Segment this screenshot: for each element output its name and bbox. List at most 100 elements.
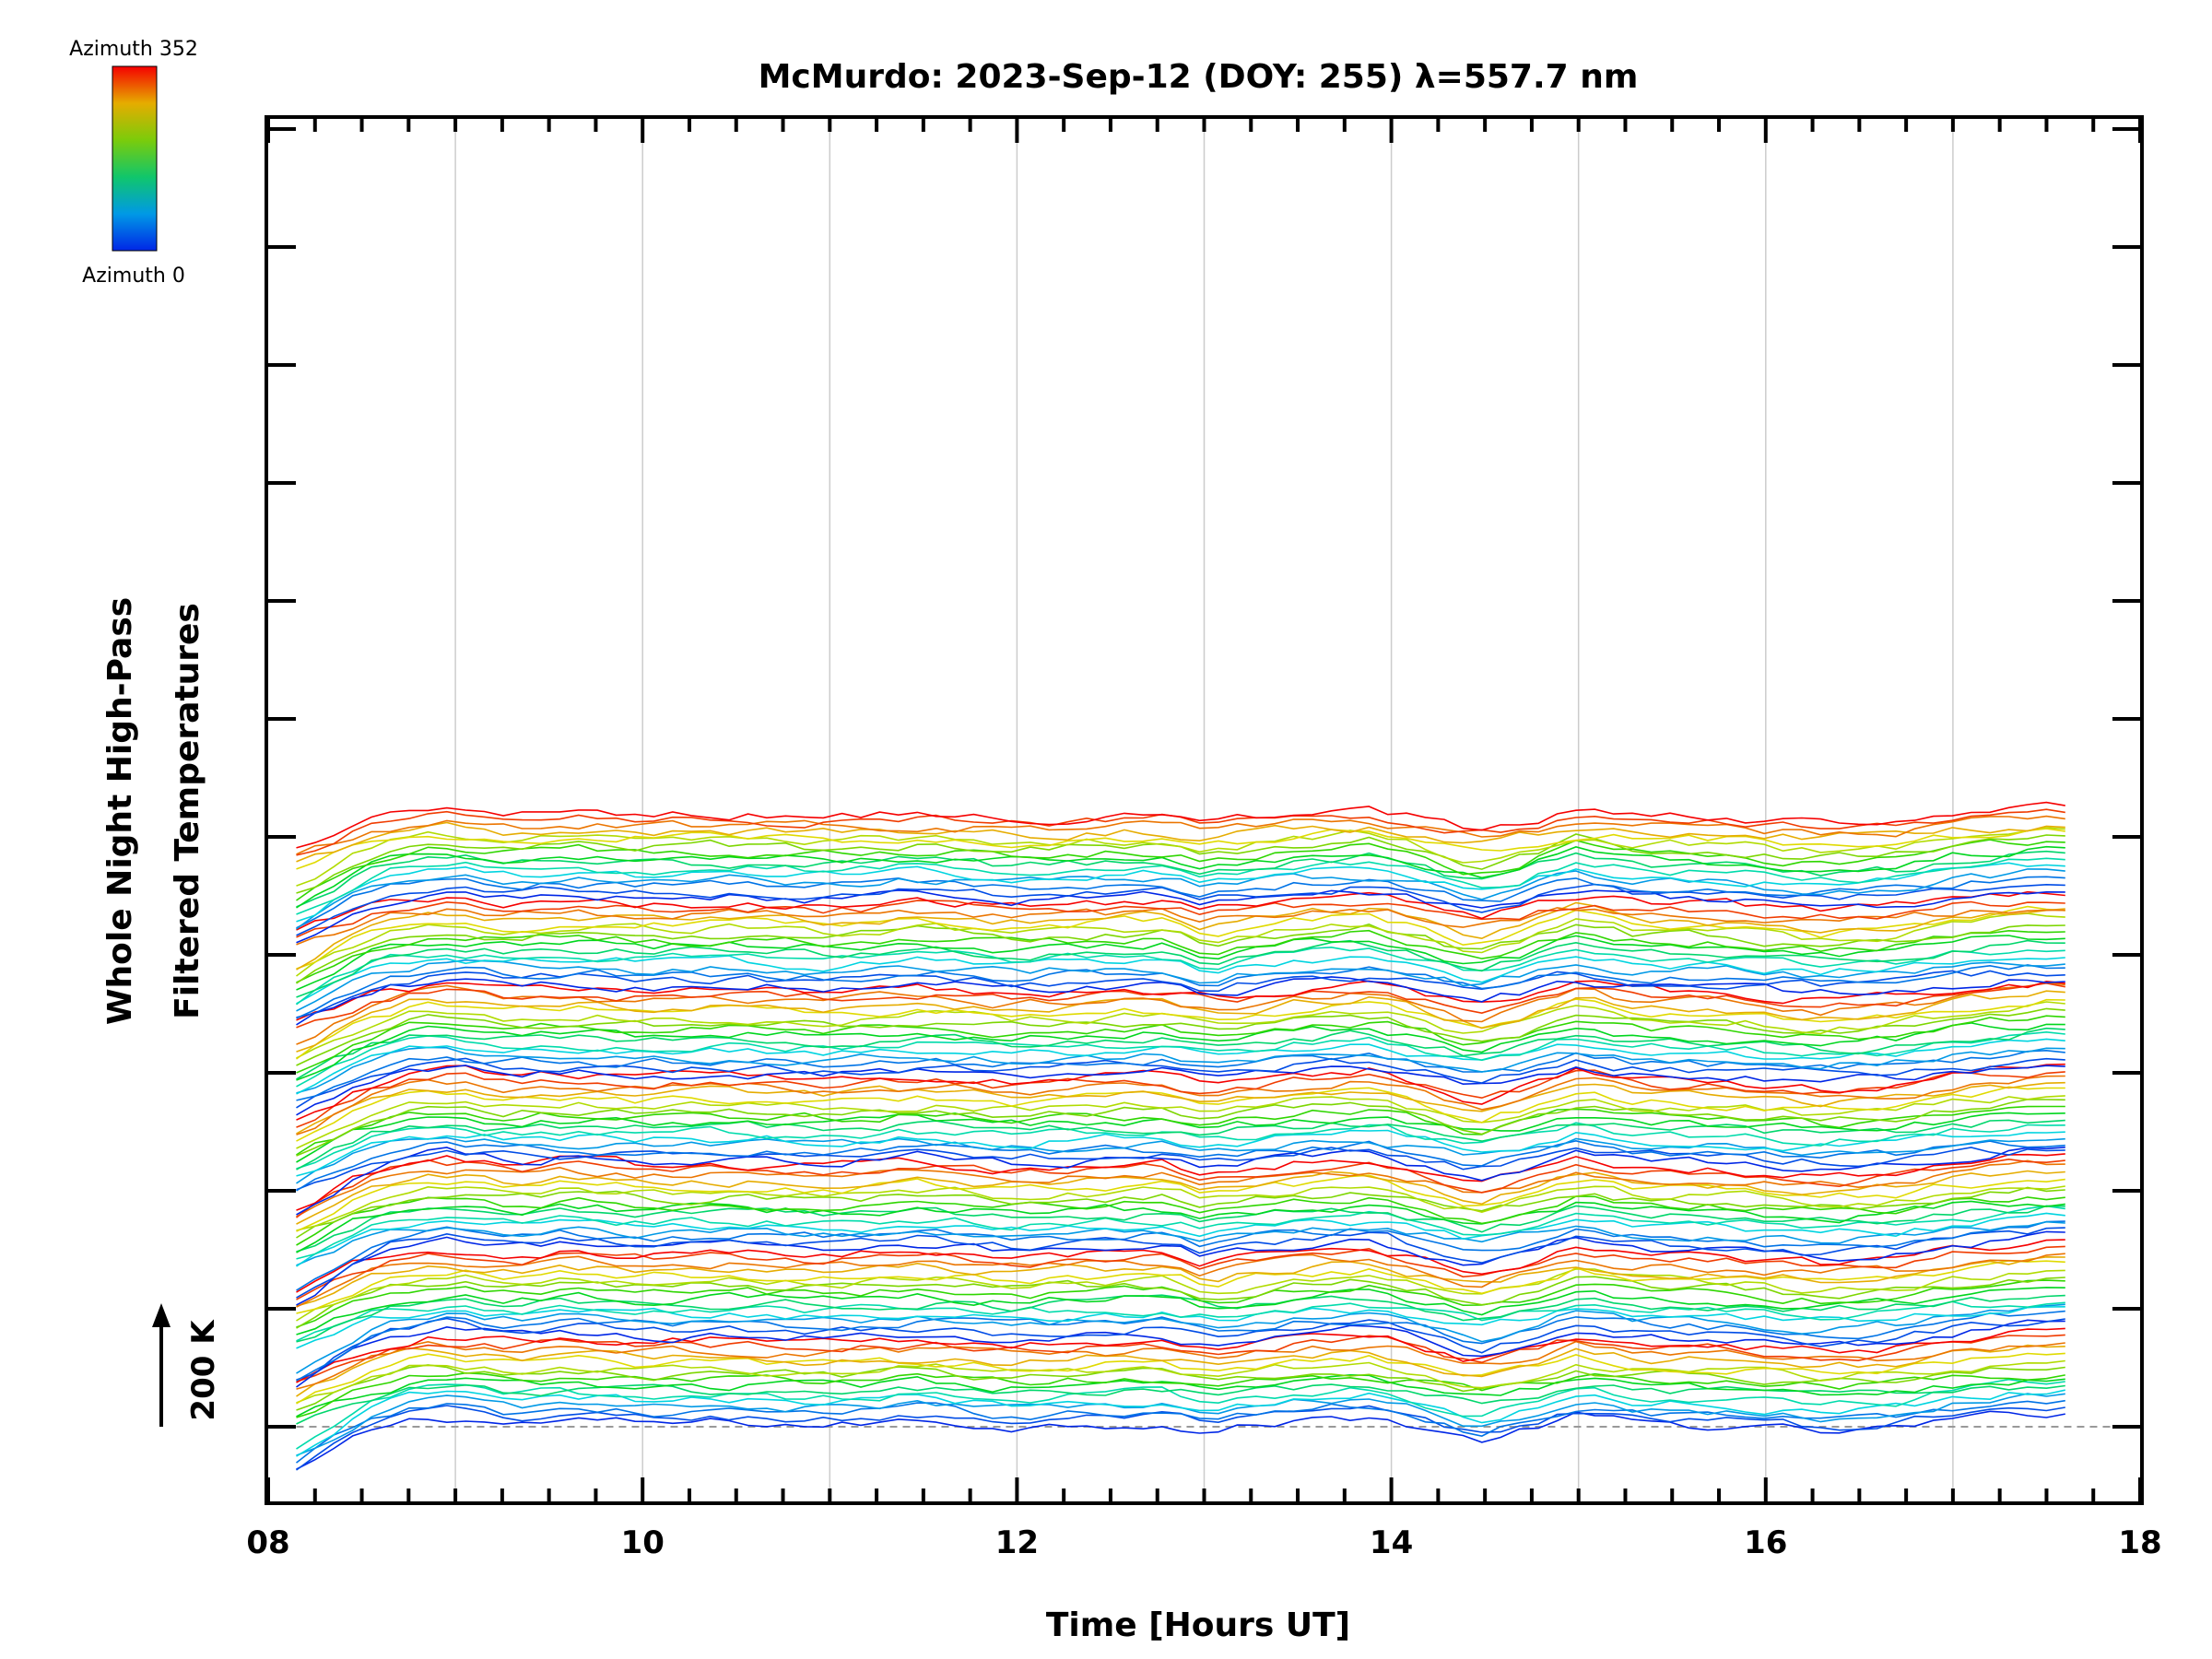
colorbar-top-label: Azimuth 352: [69, 38, 198, 61]
x-tick-label: 18: [2118, 1524, 2161, 1561]
series-line: [296, 1022, 2065, 1081]
series-line: [296, 1340, 2065, 1390]
series-line: [296, 1147, 2065, 1191]
series-line: [296, 1389, 2065, 1457]
series-line: [296, 946, 2065, 1006]
series-line: [296, 1046, 2065, 1094]
series-line: [296, 1170, 2065, 1225]
series-line: [296, 1159, 2065, 1218]
series-line: [296, 929, 2065, 983]
plot-frame: [265, 115, 2144, 1505]
series-line: [296, 889, 2065, 944]
series-line: [296, 1260, 2065, 1314]
series-line: [296, 1220, 2065, 1266]
series-line: [296, 1303, 2065, 1374]
series-line: [296, 1287, 2065, 1335]
series-line: [296, 1049, 2065, 1101]
series-line: [296, 1205, 2065, 1260]
series-line: [296, 890, 2065, 931]
series-line: [296, 901, 2065, 971]
scale-label: 200 K: [185, 1319, 222, 1421]
colorbar-bottom-label: Azimuth 0: [82, 265, 185, 288]
series-line: [296, 1300, 2065, 1342]
y-axis-label-line2: Filtered Temperatures: [169, 603, 206, 1019]
series-line: [296, 862, 2065, 923]
series-line: [296, 1119, 2065, 1171]
x-axis-label: Time [Hours UT]: [1046, 1606, 1350, 1644]
colorbar: Azimuth 352 Azimuth 0: [69, 38, 198, 288]
series-line: [296, 1081, 2065, 1135]
series-line: [296, 1352, 2065, 1405]
x-tick-label: 08: [246, 1524, 289, 1561]
series-line: [296, 1147, 2065, 1216]
series-line: [296, 939, 2065, 998]
series-line: [296, 1185, 2065, 1231]
series-line: [296, 1378, 2065, 1450]
y-axis-label-line1: Whole Night High-Pass: [101, 597, 139, 1025]
series-line: [296, 1065, 2065, 1116]
series-group: [296, 801, 2065, 1471]
series-line: [296, 1253, 2065, 1308]
series-line: [296, 845, 2065, 909]
series-line: [296, 1195, 2065, 1246]
series-line: [296, 959, 2065, 1012]
series-line: [296, 1158, 2065, 1218]
x-tick-labels: 08 10 12 14 16 18: [246, 1524, 2161, 1561]
chart-title: McMurdo: 2023-Sep-12 (DOY: 255) λ=557.7 …: [759, 58, 1639, 96]
series-line: [296, 827, 2065, 887]
series-line: [296, 1063, 2065, 1121]
series-line: [296, 1327, 2065, 1383]
series-line: [296, 900, 2065, 938]
series-line: [296, 1015, 2065, 1074]
series-line: [296, 1200, 2065, 1253]
series-line: [296, 980, 2065, 1021]
gridlines: [454, 119, 1954, 1501]
series-line: [296, 1405, 2065, 1471]
series-line: [296, 1344, 2065, 1397]
x-tick-label: 16: [1744, 1524, 1787, 1561]
series-line: [296, 1129, 2065, 1177]
series-line: [296, 976, 2065, 1026]
series-line: [296, 935, 2065, 991]
series-line: [296, 1057, 2065, 1109]
series-line: [296, 1317, 2065, 1381]
series-line: [296, 1099, 2065, 1157]
series-line: [296, 815, 2065, 855]
series-line: [296, 1239, 2065, 1293]
series-line: [296, 1105, 2065, 1156]
series-line: [296, 821, 2065, 863]
x-tick-label: 14: [1370, 1524, 1413, 1561]
series-line: [296, 982, 2065, 1045]
series-line: [296, 857, 2065, 915]
series-line: [296, 1410, 2065, 1470]
series-line: [296, 1255, 2065, 1307]
y-ticks: [268, 127, 2140, 1429]
series-line: [296, 1268, 2065, 1322]
y-axis-label: Whole Night High-Pass Filtered Temperatu…: [101, 597, 206, 1025]
series-line: [296, 1371, 2065, 1418]
series-line: [296, 868, 2065, 930]
x-ticks: [266, 119, 2142, 1501]
series-line: [296, 1069, 2065, 1128]
series-line: [296, 990, 2065, 1053]
series-line: [296, 1334, 2065, 1382]
series-line: [296, 1139, 2065, 1192]
series-line: [296, 883, 2065, 936]
series-line: [296, 1227, 2065, 1299]
series-line: [296, 876, 2065, 929]
series-line: [296, 905, 2065, 970]
series-line: [296, 1174, 2065, 1232]
series-line: [296, 907, 2065, 946]
scale-arrow-head: [152, 1303, 171, 1327]
x-tick-label: 10: [621, 1524, 665, 1561]
series-line: [296, 1027, 2065, 1080]
series-line: [296, 828, 2065, 870]
x-tick-label: 12: [995, 1524, 1039, 1561]
series-line: [296, 1007, 2065, 1066]
colorbar-gradient: [112, 65, 158, 252]
series-line: [296, 801, 2065, 849]
series-line: [296, 839, 2065, 901]
series-line: [296, 1319, 2065, 1388]
series-line: [296, 970, 2065, 1018]
